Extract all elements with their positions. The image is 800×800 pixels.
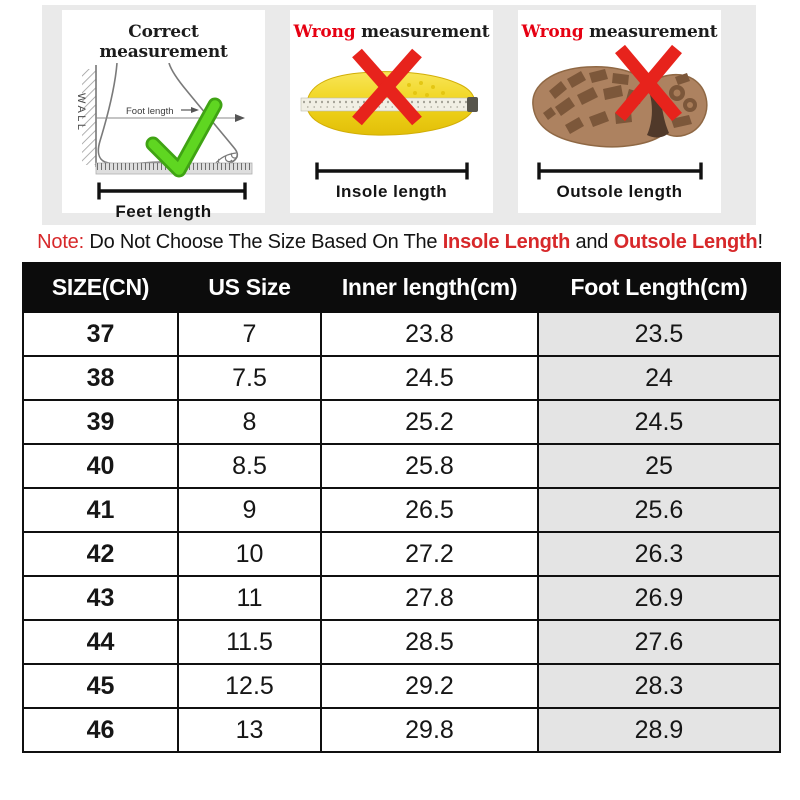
size-table-header: SIZE(CN) US Size Inner length(cm) Foot L… <box>22 262 781 313</box>
foot-measurement-diagram: WALL Foot length <box>75 63 252 178</box>
table-cell: 8 <box>177 399 322 445</box>
outsole-illustration <box>531 44 708 148</box>
table-cell: 26.5 <box>320 487 539 533</box>
table-row: 41 9 26.5 25.6 <box>22 487 781 533</box>
wall-hatching <box>81 69 96 165</box>
table-row: 39 8 25.2 24.5 <box>22 399 781 445</box>
table-cell: 7.5 <box>177 355 322 401</box>
column-header-us-size: US Size <box>177 262 322 313</box>
note-prefix: Note: <box>37 231 84 253</box>
measuring-tape <box>300 97 475 112</box>
feet-length-label: Feet length <box>115 202 212 221</box>
small-arrow-icon <box>190 107 199 113</box>
table-cell: 26.3 <box>537 531 781 577</box>
table-cell: 29.8 <box>320 707 539 753</box>
size-chart-table: SIZE(CN) US Size Inner length(cm) Foot L… <box>22 262 781 753</box>
table-cell: 13 <box>177 707 322 753</box>
foot-length-label: Foot length <box>126 106 174 117</box>
measure-bracket <box>96 182 247 200</box>
panel-title: Correct measurement <box>62 22 265 62</box>
panel-wrong-insole: Wrong measurement Insole length <box>290 10 493 213</box>
table-cell: 9 <box>177 487 322 533</box>
note-insole-highlight: Insole Length <box>442 231 571 253</box>
table-cell: 41 <box>22 487 179 533</box>
table-cell: 37 <box>22 311 179 357</box>
table-cell: 12.5 <box>177 663 322 709</box>
table-cell: 25.6 <box>537 487 781 533</box>
table-cell: 23.8 <box>320 311 539 357</box>
table-cell: 40 <box>22 443 179 489</box>
table-cell: 28.5 <box>320 619 539 665</box>
table-row: 37 7 23.8 23.5 <box>22 311 781 357</box>
heel-lug-detail <box>686 102 693 108</box>
column-header-foot-length: Foot Length(cm) <box>537 262 781 313</box>
table-cell: 11 <box>177 575 322 621</box>
table-cell: 27.2 <box>320 531 539 577</box>
wall-label: WALL <box>75 93 87 133</box>
cross-x-icon <box>351 48 422 126</box>
panel-title-rest: measurement <box>99 42 228 62</box>
outsole-waist <box>642 79 669 138</box>
table-row: 45 12.5 29.2 28.3 <box>22 663 781 709</box>
panel-title-rest: measurement <box>355 22 490 42</box>
insole-length-label: Insole length <box>335 182 448 201</box>
cross-x-icon <box>614 44 682 122</box>
size-table-body: 37 7 23.8 23.5 38 7.5 24.5 24 39 8 25.2 24.5 40 8.5 25… <box>22 311 781 753</box>
panel-title-rest: measurement <box>583 22 718 42</box>
table-cell: 24.5 <box>320 355 539 401</box>
checkmark-icon <box>147 100 220 175</box>
measure-bracket <box>536 162 703 180</box>
table-cell: 25.8 <box>320 443 539 489</box>
table-cell: 42 <box>22 531 179 577</box>
table-cell: 39 <box>22 399 179 445</box>
table-cell: 24.5 <box>537 399 781 445</box>
table-cell: 27.6 <box>537 619 781 665</box>
table-cell: 43 <box>22 575 179 621</box>
table-cell: 45 <box>22 663 179 709</box>
note-outsole-highlight: Outsole Length <box>613 231 758 253</box>
panel-title-prefix: Correct <box>128 22 199 42</box>
note-suffix: ! <box>757 231 763 253</box>
table-cell: 8.5 <box>177 443 322 489</box>
measure-bracket <box>314 162 469 180</box>
table-cell: 23.5 <box>537 311 781 357</box>
size-note: Note: Do Not Choose The Size Based On Th… <box>0 231 800 254</box>
panel-title: Wrong measurement <box>290 22 493 42</box>
table-cell: 26.9 <box>537 575 781 621</box>
table-row: 44 11.5 28.5 27.6 <box>22 619 781 665</box>
panel-wrong-outsole: Wrong measurement <box>518 10 721 213</box>
table-cell: 46 <box>22 707 179 753</box>
outsole-length-label: Outsole length <box>556 182 683 201</box>
tape-end <box>466 97 478 112</box>
table-row: 40 8.5 25.8 25 <box>22 443 781 489</box>
table-cell: 7 <box>177 311 322 357</box>
table-cell: 44 <box>22 619 179 665</box>
panel-title-prefix: Wrong <box>293 22 356 42</box>
header-row: SIZE(CN) US Size Inner length(cm) Foot L… <box>22 262 781 313</box>
panel-correct-measurement: Correct measurement WALL Foot length Fee… <box>62 10 265 221</box>
insole-illustration <box>300 48 478 136</box>
table-cell: 11.5 <box>177 619 322 665</box>
note-body: Do Not Choose The Size Based On The <box>83 231 443 253</box>
table-row: 38 7.5 24.5 24 <box>22 355 781 401</box>
table-cell: 28.3 <box>537 663 781 709</box>
column-header-inner-length: Inner length(cm) <box>320 262 539 313</box>
table-cell: 29.2 <box>320 663 539 709</box>
table-cell: 28.9 <box>537 707 781 753</box>
table-cell: 38 <box>22 355 179 401</box>
table-cell: 24 <box>537 355 781 401</box>
table-row: 42 10 27.2 26.3 <box>22 531 781 577</box>
table-cell: 25 <box>537 443 781 489</box>
note-conjunction: and <box>570 231 614 253</box>
arrow-right-icon <box>234 114 245 122</box>
table-cell: 10 <box>177 531 322 577</box>
table-row: 46 13 29.8 28.9 <box>22 707 781 753</box>
panel-title: Wrong measurement <box>518 22 721 42</box>
heel-lug-detail <box>673 89 680 97</box>
column-header-size-cn: SIZE(CN) <box>22 262 179 313</box>
panel-title-prefix: Wrong <box>521 22 584 42</box>
table-cell: 25.2 <box>320 399 539 445</box>
table-row: 43 11 27.8 26.9 <box>22 575 781 621</box>
table-cell: 27.8 <box>320 575 539 621</box>
